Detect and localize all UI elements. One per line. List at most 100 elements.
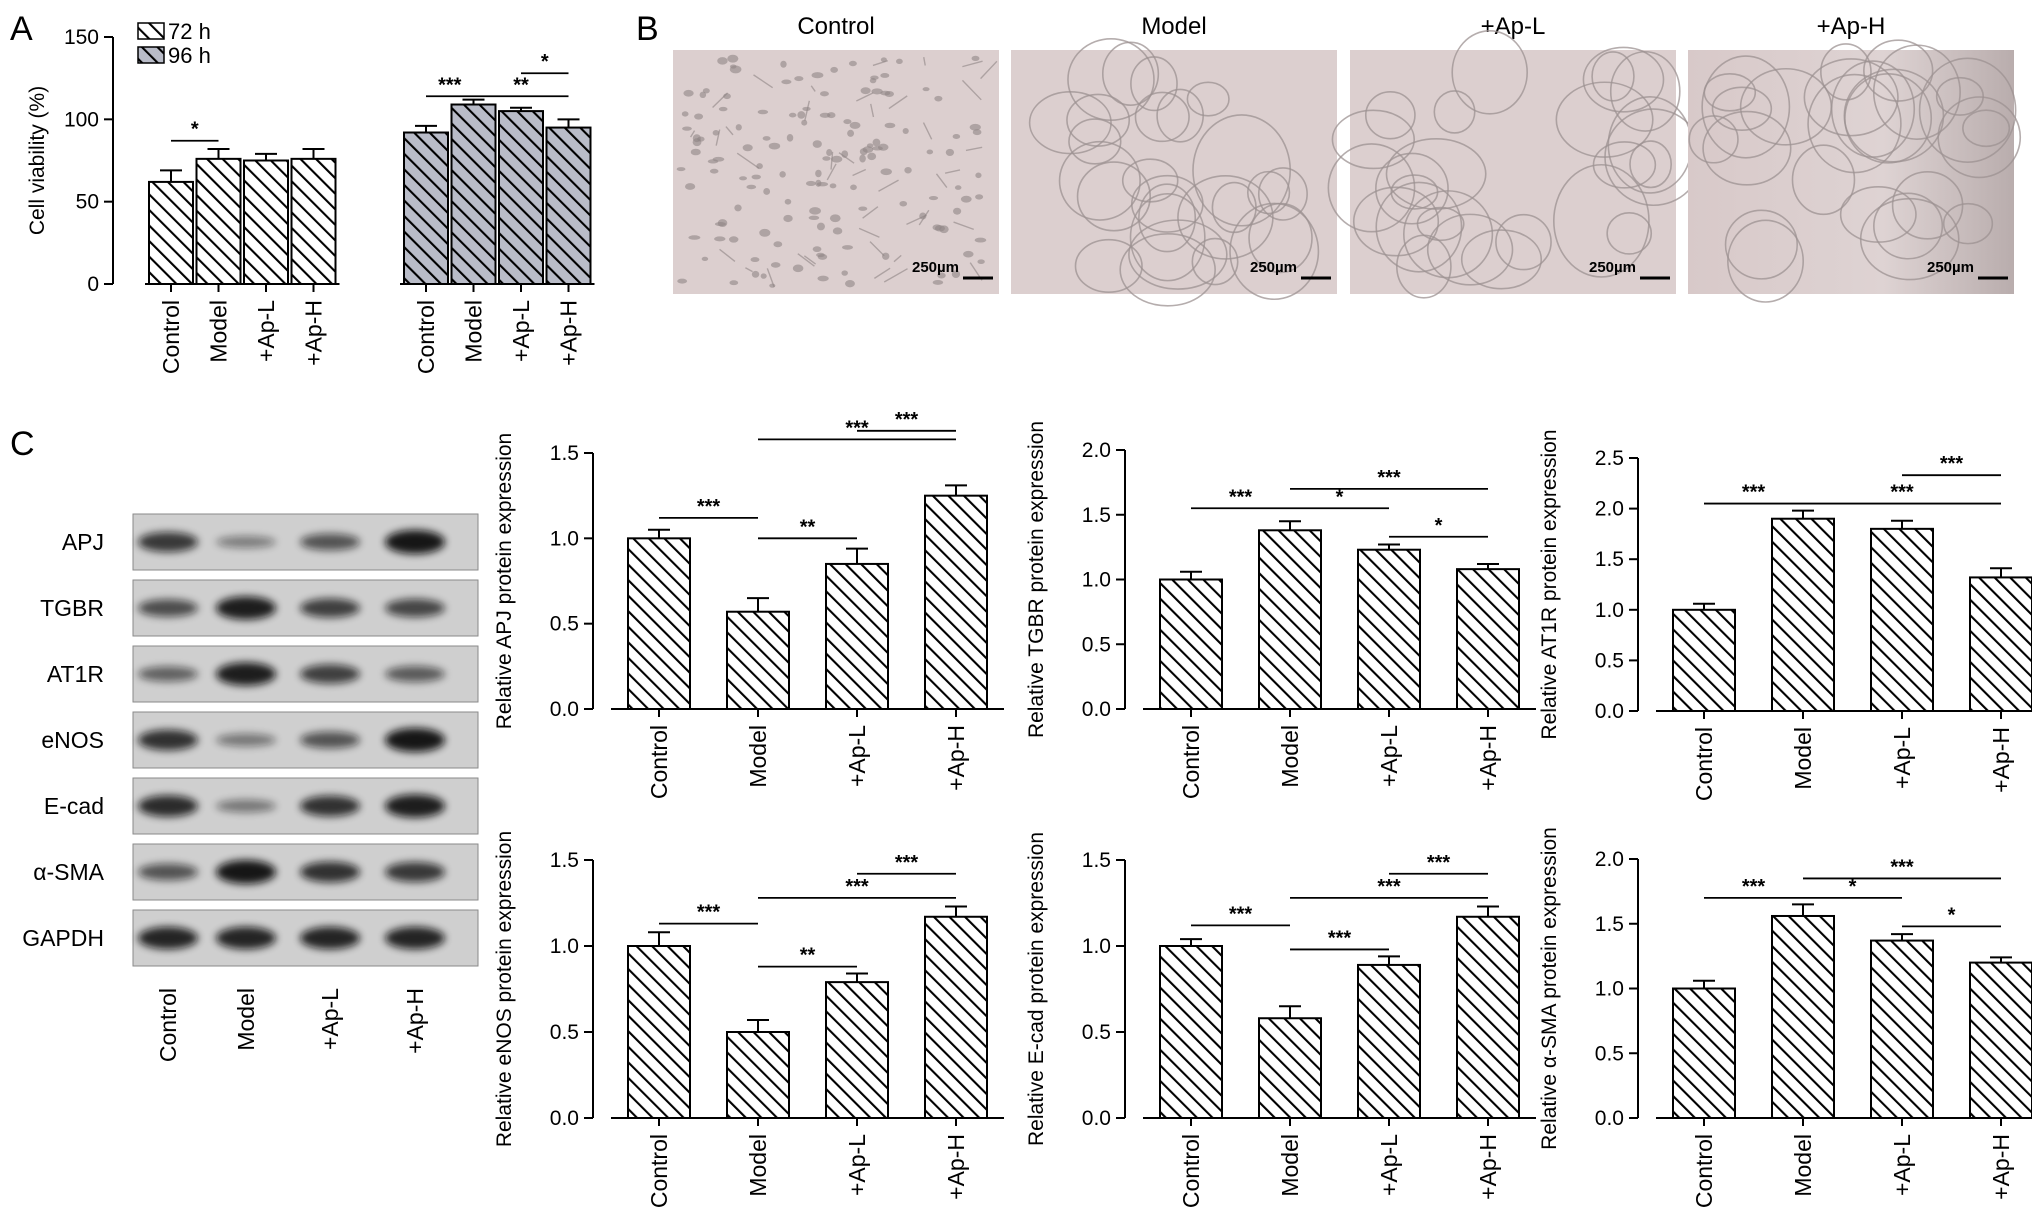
significance-label: ** — [800, 945, 816, 967]
bar-outline — [403, 131, 449, 285]
y-tick-label: 2.0 — [1595, 498, 1624, 521]
y-tick-label: 2.0 — [1082, 439, 1111, 462]
x-tick-label: Model — [1790, 727, 1816, 790]
y-tick-label: 150 — [64, 26, 99, 49]
tube-ring — [1331, 109, 1416, 170]
cell — [784, 198, 792, 205]
bar-outline — [545, 126, 592, 285]
x-tick-label: +Ap-L — [1889, 1134, 1915, 1196]
legend-swatch-hatch — [137, 22, 165, 40]
cell — [975, 194, 984, 200]
panel-letter-a: A — [10, 10, 33, 48]
cell — [717, 57, 728, 65]
cell — [780, 60, 787, 68]
cell-process — [852, 168, 867, 177]
x-tick-label: Model — [206, 300, 232, 363]
x-tick-label: Control — [1691, 1134, 1717, 1208]
y-tick-label: 1.0 — [550, 935, 579, 958]
micrograph-image — [673, 50, 999, 294]
cell — [735, 124, 742, 131]
tube-ring — [1101, 41, 1160, 106]
cell — [971, 55, 980, 62]
cell — [756, 163, 763, 170]
x-tick-label: +Ap-L — [1376, 725, 1402, 787]
significance-label: *** — [1229, 903, 1253, 925]
cell — [896, 58, 903, 64]
cell — [945, 148, 955, 157]
cell-process — [804, 100, 811, 121]
x-tick-label: Model — [745, 725, 771, 788]
cell — [757, 109, 769, 115]
cell — [899, 201, 908, 207]
cell — [862, 146, 874, 153]
cell — [681, 111, 689, 117]
cell-process — [856, 92, 874, 102]
cell — [762, 136, 771, 141]
y-tick-label: 1.5 — [1595, 913, 1624, 936]
significance-label: * — [1336, 486, 1344, 508]
cell — [826, 149, 833, 157]
micrograph-title: +Ap-L — [1481, 13, 1546, 40]
y-tick-label: 0.5 — [1082, 1021, 1111, 1044]
cell — [730, 64, 737, 69]
blot-band — [300, 795, 360, 817]
cell-process — [810, 85, 816, 92]
cell — [781, 79, 792, 85]
cell — [884, 122, 896, 129]
cell-process — [944, 169, 961, 174]
bar-outline — [1870, 939, 1934, 1120]
blot-band — [385, 926, 445, 950]
cell — [763, 188, 771, 195]
bar-outline — [1969, 961, 2032, 1119]
lane-label: Model — [233, 988, 259, 1051]
bar-outline — [1870, 527, 1934, 713]
cell — [768, 142, 781, 150]
tube-ring — [1582, 46, 1665, 113]
cell — [871, 146, 883, 151]
significance-label: * — [541, 51, 549, 73]
y-tick-label: 1.0 — [550, 527, 579, 550]
cell — [926, 149, 934, 155]
cell — [860, 87, 871, 95]
tube-ring — [1937, 96, 2022, 179]
cell — [902, 127, 909, 134]
bar-outline — [1357, 963, 1421, 1119]
cell — [677, 278, 688, 284]
cell — [783, 214, 793, 223]
cell — [829, 183, 837, 189]
tube-ring — [1191, 237, 1239, 286]
cell — [845, 280, 855, 288]
cell — [951, 270, 961, 279]
tube-ring — [1186, 81, 1230, 117]
bar-outline — [290, 157, 337, 285]
cell-process — [873, 267, 891, 279]
cell — [977, 259, 985, 265]
cell-process — [712, 92, 729, 109]
tube-ring — [1121, 158, 1179, 203]
cell — [954, 185, 962, 190]
tube-ring — [1192, 114, 1292, 227]
cell — [816, 222, 825, 231]
western-blot: APJ TGBR AT1R eNOS E-cad α-SMA GAPDH Control Mod… — [22, 513, 479, 1062]
cell — [709, 168, 719, 174]
bar-outline — [1258, 529, 1322, 710]
blot-band — [385, 598, 445, 618]
cell — [937, 272, 946, 279]
protein-expression-charts: 0.0 0.5 1.0 1.5 Relative APJ protein express… — [493, 409, 2032, 1208]
cell — [904, 166, 912, 174]
blot-band — [216, 799, 276, 813]
blot-band — [216, 536, 276, 548]
cell — [786, 133, 794, 142]
tube-ring — [1843, 68, 1945, 163]
tube-ring — [1592, 141, 1657, 189]
cell — [801, 119, 808, 126]
tube-ring — [1591, 51, 1635, 102]
bar-outline — [498, 110, 544, 285]
y-tick-label: 100 — [64, 108, 99, 131]
bar-chart-2: 0.0 0.5 1.0 1.5 2.0 Relative TGBR protein exp… — [1025, 421, 1536, 799]
cell — [831, 155, 843, 163]
cell — [742, 144, 753, 152]
bar-outline — [924, 494, 988, 710]
y-tick-label: 0.0 — [1595, 1107, 1624, 1130]
panel-a-chart: 0 50 100 150 Cell viability (%) Control Model +… — [26, 19, 595, 374]
